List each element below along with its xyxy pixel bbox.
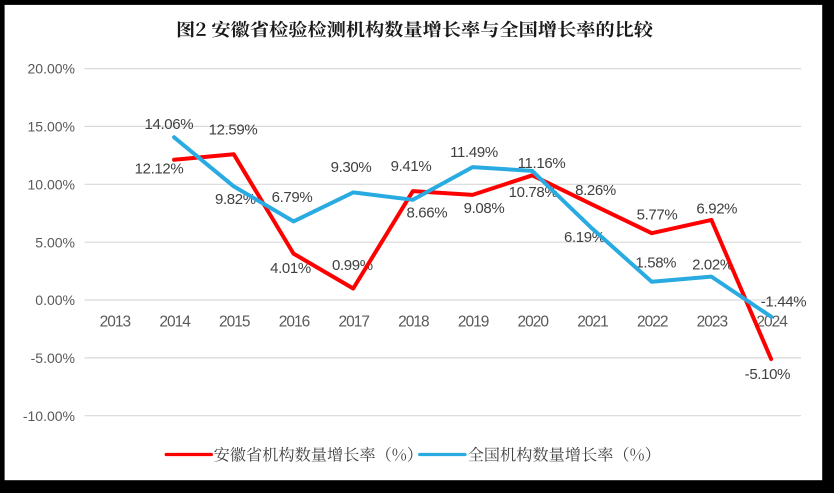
svg-text:12.12%: 12.12% [135,160,184,177]
svg-text:5.77%: 5.77% [637,206,678,223]
svg-text:2013: 2013 [100,314,131,331]
svg-text:2017: 2017 [338,314,369,331]
svg-text:-1.44%: -1.44% [761,293,806,310]
svg-text:11.49%: 11.49% [450,144,498,161]
svg-text:9.30%: 9.30% [331,159,372,176]
svg-text:8.66%: 8.66% [407,205,448,222]
svg-text:12.59%: 12.59% [209,121,258,138]
svg-text:-10.00%: -10.00% [23,408,75,424]
svg-text:2018: 2018 [398,314,429,331]
svg-text:8.26%: 8.26% [575,182,616,199]
svg-text:10.78%: 10.78% [509,184,558,201]
svg-text:2024: 2024 [756,314,788,331]
svg-text:2.02%: 2.02% [692,256,733,273]
svg-text:6.19%: 6.19% [564,229,605,246]
svg-text:11.16%: 11.16% [518,155,566,172]
svg-text:2020: 2020 [518,314,550,331]
svg-text:-5.00%: -5.00% [31,350,75,366]
svg-text:-5.10%: -5.10% [745,366,790,383]
svg-text:9.08%: 9.08% [464,200,505,217]
svg-text:0.00%: 0.00% [35,292,75,308]
svg-text:2023: 2023 [697,314,728,331]
svg-text:2016: 2016 [279,314,310,331]
svg-text:6.79%: 6.79% [272,189,313,206]
svg-text:2014: 2014 [159,314,191,331]
svg-text:10.00%: 10.00% [28,176,75,192]
svg-text:2022: 2022 [637,314,668,331]
svg-text:1.58%: 1.58% [635,255,676,272]
svg-text:15.00%: 15.00% [28,119,75,135]
svg-text:20.00%: 20.00% [28,61,75,77]
svg-text:4.01%: 4.01% [270,260,311,277]
svg-text:2015: 2015 [219,314,250,331]
svg-text:2021: 2021 [577,314,608,331]
svg-text:5.00%: 5.00% [35,234,75,250]
svg-text:9.41%: 9.41% [391,158,432,175]
svg-text:6.92%: 6.92% [696,201,737,218]
svg-text:14.06%: 14.06% [145,116,194,133]
svg-text:2019: 2019 [458,314,489,331]
